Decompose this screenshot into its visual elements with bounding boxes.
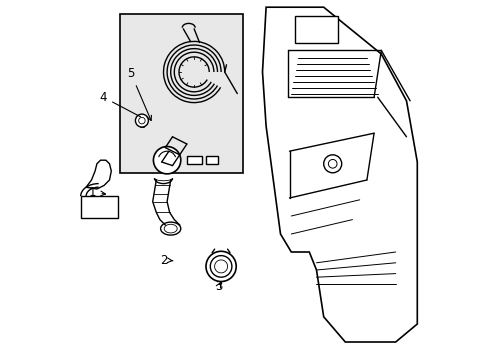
FancyBboxPatch shape [120,14,242,173]
Bar [81,196,118,218]
Text: 5: 5 [127,67,151,121]
Circle shape [328,159,336,168]
Bar [205,156,218,164]
Text: 4: 4 [100,91,140,117]
Circle shape [323,155,341,173]
Bar [186,156,202,164]
Circle shape [153,147,181,174]
Text: 1: 1 [89,186,105,199]
Text: 2: 2 [160,253,173,266]
Circle shape [135,114,148,127]
Polygon shape [262,7,416,342]
Text: 3: 3 [215,280,222,293]
Bar [294,16,337,43]
Circle shape [139,117,145,124]
Polygon shape [86,160,111,189]
